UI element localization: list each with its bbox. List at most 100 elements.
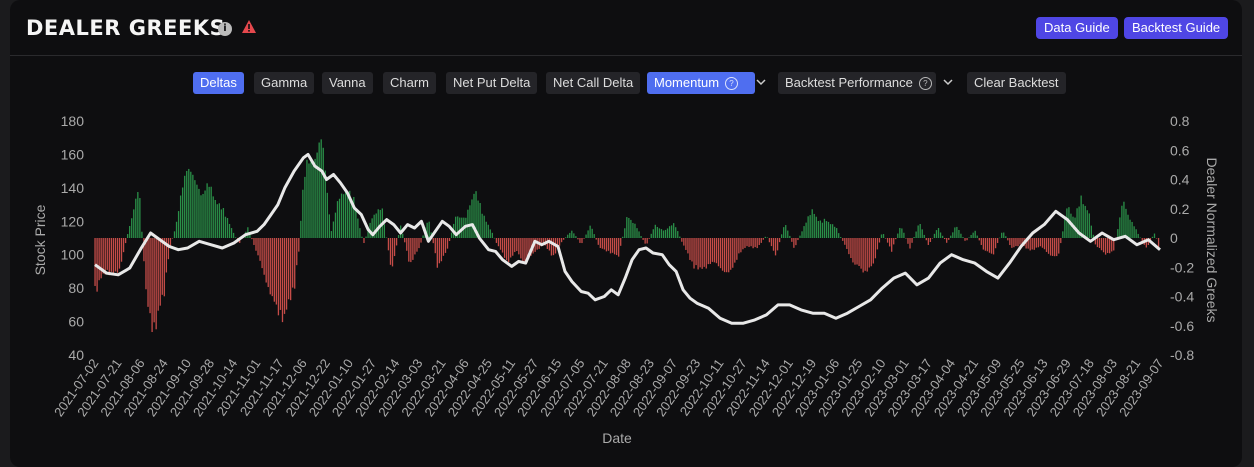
delta-bar	[129, 225, 131, 238]
delta-bar	[253, 238, 255, 245]
delta-bar	[234, 237, 237, 238]
delta-bar	[444, 238, 447, 253]
delta-bar	[840, 237, 842, 238]
delta-bar	[94, 238, 96, 286]
y-tick-label-left: 140	[61, 180, 85, 196]
tab-gamma[interactable]: Gamma	[254, 72, 315, 94]
delta-bar	[518, 238, 520, 255]
delta-bar	[122, 238, 125, 253]
delta-bar	[389, 238, 392, 265]
y-tick-label-left: 160	[61, 146, 85, 162]
delta-bar	[503, 238, 506, 258]
delta-bar	[628, 217, 630, 238]
delta-bar	[147, 238, 149, 307]
tab-vanna[interactable]: Vanna	[322, 72, 373, 94]
delta-bar	[175, 221, 178, 238]
delta-bar	[1080, 195, 1082, 238]
delta-bar	[999, 237, 1001, 239]
tab-charm[interactable]: Charm	[383, 72, 437, 94]
delta-bar	[489, 229, 491, 238]
delta-bar	[921, 229, 923, 238]
delta-bar	[340, 193, 343, 238]
backtest-performance-button[interactable]: Backtest Performance?	[778, 72, 936, 94]
tab-net-put-delta[interactable]: Net Put Delta	[446, 72, 538, 94]
delta-bar	[715, 238, 718, 264]
delta-bar	[829, 224, 832, 238]
page-title: DEALER GREEKS	[26, 16, 226, 40]
momentum-button[interactable]: Momentum?	[647, 72, 755, 94]
delta-bar	[408, 238, 410, 262]
delta-bar	[736, 238, 738, 260]
delta-bar	[149, 238, 151, 314]
delta-bar	[1119, 217, 1121, 238]
delta-bar	[216, 204, 218, 238]
delta-bar	[1054, 238, 1056, 257]
delta-bar	[591, 228, 593, 238]
delta-bar	[587, 230, 589, 238]
x-axis-label: Date	[602, 430, 632, 446]
delta-bar	[560, 238, 563, 243]
delta-bar	[996, 238, 999, 243]
help-icon[interactable]: ?	[918, 77, 932, 91]
delta-bar	[1025, 238, 1027, 249]
data-guide-button[interactable]: Data Guide	[1036, 17, 1118, 39]
delta-bar	[966, 238, 968, 241]
delta-bar	[1005, 236, 1007, 238]
delta-bar	[412, 238, 414, 260]
chevron-down-icon[interactable]	[755, 76, 767, 88]
delta-bar	[915, 231, 917, 238]
delta-bar	[114, 238, 117, 272]
delta-bar	[141, 231, 143, 238]
tab-deltas[interactable]: Deltas	[193, 72, 244, 94]
delta-bar	[701, 238, 703, 269]
delta-bar	[418, 238, 420, 249]
delta-bar	[1131, 221, 1133, 238]
delta-bar	[1013, 238, 1015, 248]
delta-bar	[310, 157, 312, 238]
delta-bar	[153, 238, 155, 323]
info-icon[interactable]: i	[218, 22, 232, 36]
delta-bar	[948, 238, 950, 240]
delta-bar	[809, 215, 811, 238]
delta-bar	[1113, 238, 1115, 251]
delta-bar	[589, 225, 591, 238]
delta-bar	[573, 233, 575, 238]
delta-bar	[943, 238, 946, 240]
delta-bar	[102, 238, 104, 274]
delta-bar	[493, 237, 496, 239]
delta-bar	[1149, 238, 1152, 241]
delta-bar	[336, 201, 339, 238]
delta-bar	[198, 188, 200, 238]
delta-bar	[404, 238, 406, 243]
delta-bar	[426, 222, 428, 238]
delta-bar	[866, 238, 868, 272]
delta-bar	[791, 238, 793, 242]
clear-backtest-button[interactable]: Clear Backtest	[967, 72, 1066, 94]
delta-bar	[666, 228, 669, 238]
delta-bar	[882, 234, 885, 238]
delta-bar	[1039, 238, 1042, 247]
warning-icon[interactable]	[241, 19, 257, 34]
delta-bar	[860, 238, 862, 269]
delta-bar	[1155, 238, 1158, 239]
tab-gamma-label: Gamma	[261, 75, 308, 90]
delta-bar	[870, 238, 872, 267]
tab-net-call-delta[interactable]: Net Call Delta	[546, 72, 641, 94]
chevron-down-icon[interactable]	[942, 76, 954, 88]
delta-bar	[713, 238, 716, 263]
delta-bar	[781, 234, 783, 238]
y-tick-label-left: 180	[61, 113, 85, 129]
delta-bar	[758, 238, 760, 245]
backtest-guide-button[interactable]: Backtest Guide	[1124, 17, 1229, 39]
delta-bar	[196, 184, 198, 238]
delta-bar	[1137, 233, 1139, 238]
delta-bar	[805, 222, 807, 238]
delta-bar	[446, 238, 449, 249]
help-icon[interactable]: ?	[725, 77, 739, 91]
delta-bar	[528, 238, 530, 259]
delta-bar	[145, 238, 147, 290]
delta-bar	[750, 238, 752, 247]
delta-bar	[964, 238, 966, 241]
y-axis-label-left: Stock Price	[32, 204, 48, 275]
delta-bar	[605, 238, 608, 252]
